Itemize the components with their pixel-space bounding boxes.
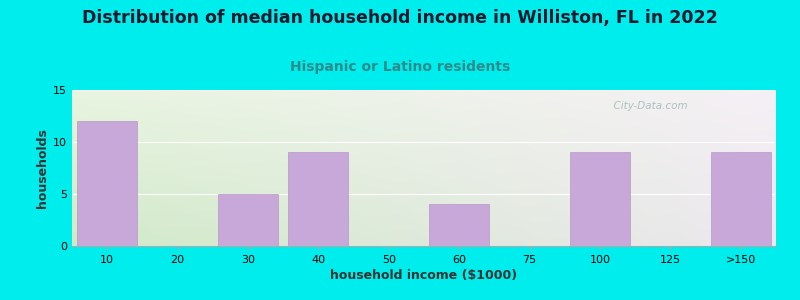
Bar xyxy=(218,194,278,246)
Text: City-Data.com: City-Data.com xyxy=(607,101,688,111)
Bar xyxy=(711,152,770,246)
Bar xyxy=(289,152,348,246)
Bar xyxy=(570,152,630,246)
Text: Distribution of median household income in Williston, FL in 2022: Distribution of median household income … xyxy=(82,9,718,27)
Bar xyxy=(430,204,489,246)
Bar xyxy=(78,121,137,246)
Text: Hispanic or Latino residents: Hispanic or Latino residents xyxy=(290,60,510,74)
X-axis label: household income ($1000): household income ($1000) xyxy=(330,269,518,282)
Y-axis label: households: households xyxy=(36,128,49,208)
